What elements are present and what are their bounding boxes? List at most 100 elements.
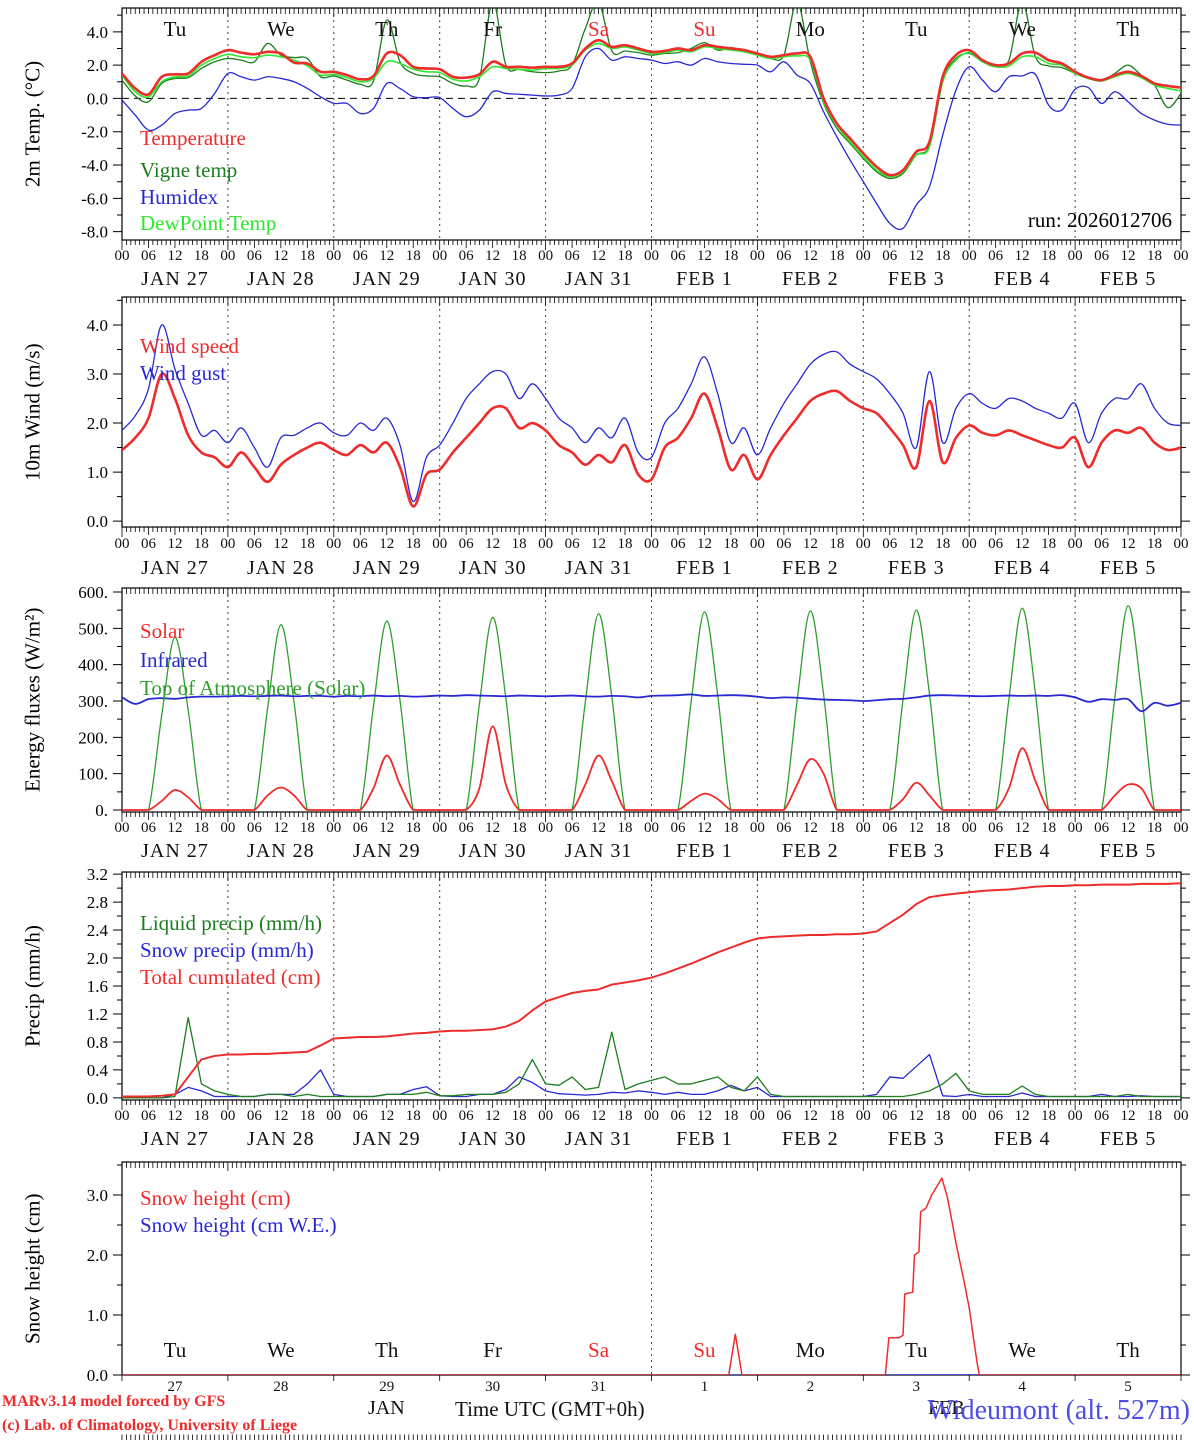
- hour-tick-label: 18: [935, 1108, 951, 1124]
- hour-tick-label: 06: [1094, 248, 1110, 264]
- hour-tick-label: 18: [1147, 248, 1163, 264]
- date-label: FEB 4: [993, 840, 1051, 862]
- day-number-label: 28: [273, 1379, 289, 1395]
- hour-tick-label: 00: [114, 1108, 130, 1124]
- y-tick-label: 2.0: [87, 1246, 108, 1265]
- y-tick-label: 1.0: [87, 1306, 108, 1325]
- y-tick-label: -8.0: [81, 223, 108, 242]
- day-number-label: 1: [700, 1379, 709, 1395]
- hour-tick-label: 00: [1173, 1108, 1189, 1124]
- day-name-label: Tu: [904, 1338, 928, 1362]
- hour-tick-label: 00: [1067, 820, 1083, 836]
- hour-tick-label: 12: [485, 248, 501, 264]
- date-label: JAN 28: [247, 1128, 315, 1150]
- hour-tick-label: 06: [670, 536, 686, 552]
- hour-tick-label: 12: [908, 820, 924, 836]
- hour-tick-label: 00: [749, 820, 765, 836]
- hour-tick-label: 06: [988, 536, 1004, 552]
- y-axis-title-wind: 10m Wind (m/s): [20, 343, 45, 481]
- y-tick-label: 600.: [78, 583, 108, 602]
- hour-tick-label: 12: [908, 248, 924, 264]
- day-name-label: We: [267, 17, 295, 41]
- month-label-jan: JAN: [368, 1397, 405, 1419]
- hour-tick-label: 00: [644, 536, 659, 552]
- hour-tick-label: 18: [829, 1108, 845, 1124]
- date-label: JAN 31: [564, 840, 633, 862]
- date-label: JAN 30: [458, 840, 527, 862]
- hour-tick-label: 12: [167, 248, 183, 264]
- y-tick-label: 0.0: [87, 1366, 108, 1385]
- series-wind-gust: [122, 324, 1181, 503]
- hour-tick-label: 18: [829, 536, 845, 552]
- hour-tick-label: 12: [1120, 1108, 1136, 1124]
- day-name-label: We: [267, 1338, 295, 1362]
- hour-tick-label: 06: [140, 820, 156, 836]
- date-label: JAN 28: [247, 268, 315, 290]
- hour-tick-label: 12: [802, 248, 818, 264]
- hour-tick-label: 12: [273, 248, 289, 264]
- hour-ticks-top: [121, 8, 1182, 17]
- panel-frame: [121, 296, 1182, 528]
- date-label: JAN 29: [352, 557, 421, 579]
- y-tick-label: 0.0: [87, 1089, 108, 1108]
- hour-tick-label: 00: [114, 536, 130, 552]
- hour-tick-label: 00: [326, 536, 342, 552]
- legend-dewpoint-temp: DewPoint Temp: [140, 211, 277, 235]
- series-snow-precip-mm-h: [122, 1053, 1181, 1099]
- hour-tick-label: 18: [299, 248, 315, 264]
- y-axis-title-energy: Energy fluxes (W/m²): [20, 607, 45, 793]
- day-name-label: Sa: [588, 17, 610, 41]
- y-tick-label: 4.0: [87, 23, 108, 42]
- y-tick-label: 0.4: [87, 1061, 109, 1080]
- day-name-label: Th: [375, 1338, 399, 1362]
- y-tick-label: 0.: [95, 801, 108, 820]
- hour-tick-label: 18: [299, 820, 315, 836]
- hour-tick-label: 18: [405, 536, 421, 552]
- hour-tick-label: 06: [246, 536, 262, 552]
- hour-tick-label: 18: [193, 536, 209, 552]
- date-label: JAN 31: [564, 1128, 633, 1150]
- hour-ticks-bottom: [121, 1375, 1182, 1381]
- hour-tick-label: 12: [1120, 248, 1136, 264]
- hour-tick-label: 06: [988, 820, 1004, 836]
- y-tick-label: 2.0: [87, 949, 108, 968]
- series-humidex: [122, 47, 1181, 231]
- hour-tick-label: 18: [193, 820, 209, 836]
- y-tick-label: 500.: [78, 619, 108, 638]
- day-number-label: 5: [1124, 1379, 1132, 1395]
- hour-tick-label: 06: [246, 1108, 262, 1124]
- footer-model-credit: MARv3.14 model forced by GFS: [2, 1393, 226, 1410]
- hour-tick-label: 12: [802, 1108, 818, 1124]
- hour-tick-label: 06: [776, 536, 792, 552]
- hour-tick-label: 18: [405, 1108, 421, 1124]
- hour-tick-label: 06: [882, 1108, 898, 1124]
- hour-tick-label: 00: [326, 1108, 342, 1124]
- date-label: JAN 29: [352, 1128, 421, 1150]
- date-label: FEB 5: [1099, 1128, 1157, 1150]
- hour-tick-label: 06: [882, 536, 898, 552]
- y-tick-label: 0.0: [87, 512, 108, 531]
- day-number-label: 31: [591, 1379, 607, 1395]
- hour-tick-label: 06: [458, 820, 474, 836]
- hour-tick-label: 12: [1014, 248, 1030, 264]
- day-name-label: Fr: [483, 1338, 502, 1362]
- panel-frame: [121, 871, 1182, 1101]
- date-label: JAN 28: [247, 840, 315, 862]
- hour-tick-label: 18: [723, 248, 739, 264]
- hour-tick-label: 12: [591, 248, 607, 264]
- hour-tick-label: 18: [935, 248, 951, 264]
- hour-tick-label: 00: [1067, 1108, 1083, 1124]
- date-label: JAN 30: [458, 557, 527, 579]
- legend-top-of-atmosphere-solar: Top of Atmosphere (Solar): [140, 676, 366, 700]
- date-label: FEB 4: [993, 557, 1051, 579]
- y-tick-label: -6.0: [81, 189, 108, 208]
- hour-tick-label: 18: [829, 820, 845, 836]
- series-temperature: [122, 38, 1181, 177]
- hour-tick-label: 00: [961, 1108, 977, 1124]
- hour-tick-label: 06: [246, 248, 262, 264]
- legend-snow-height-cm: Snow height (cm): [140, 1186, 291, 1210]
- time-axis-label: Time UTC (GMT+0h): [455, 1397, 645, 1421]
- y-tick-label: 3.0: [87, 1186, 108, 1205]
- y-tick-label: 400.: [78, 656, 108, 675]
